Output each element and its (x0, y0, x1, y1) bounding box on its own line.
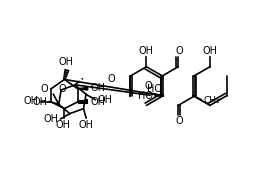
Text: OH: OH (32, 97, 47, 107)
Text: OH: OH (202, 46, 217, 56)
Text: OH: OH (97, 95, 112, 105)
Text: CH₃: CH₃ (203, 96, 220, 105)
Text: O: O (40, 84, 48, 94)
Text: OH: OH (56, 120, 71, 130)
Text: HO: HO (138, 91, 153, 101)
Text: O: O (107, 74, 115, 84)
Text: OH: OH (90, 97, 105, 107)
Text: OH: OH (44, 114, 59, 124)
Text: O: O (59, 84, 66, 94)
Text: OH: OH (139, 46, 154, 56)
Text: OH: OH (24, 96, 39, 106)
Polygon shape (78, 87, 88, 90)
Text: O: O (176, 117, 183, 127)
Text: O: O (176, 46, 183, 56)
Text: OH: OH (90, 83, 105, 93)
Text: OH: OH (79, 120, 94, 130)
Text: OH: OH (58, 57, 73, 67)
Text: O: O (145, 81, 152, 91)
Text: HO: HO (147, 84, 162, 94)
